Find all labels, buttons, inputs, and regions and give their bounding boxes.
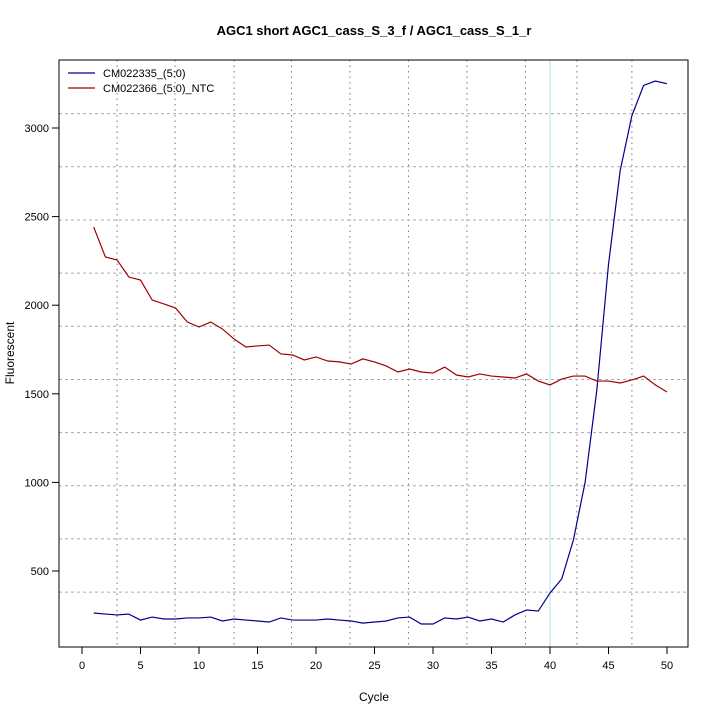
- x-tick-label: 25: [368, 660, 380, 672]
- y-tick-label: 1000: [25, 477, 49, 489]
- chart-title: AGC1 short AGC1_cass_S_3_f / AGC1_cass_S…: [217, 23, 532, 38]
- x-axis: 0 5 10 15 20 25 30 35 40 45 50: [79, 647, 673, 672]
- y-axis: 500 1000 1500 2000 2500 3000: [25, 123, 59, 578]
- x-tick-label: 5: [137, 660, 143, 672]
- y-tick-label: 2000: [25, 300, 49, 312]
- x-tick-label: 20: [310, 660, 322, 672]
- y-tick-label: 500: [31, 566, 49, 578]
- x-tick-label: 10: [193, 660, 205, 672]
- series-line-0: [93, 80, 668, 625]
- x-tick-label: 50: [661, 660, 673, 672]
- grid: [59, 60, 688, 647]
- x-tick-label: 15: [251, 660, 263, 672]
- legend-label: CM022335_(5:0): [103, 68, 186, 80]
- plot-box: [58, 59, 689, 648]
- x-tick-label: 30: [427, 660, 439, 672]
- legend-label: CM022366_(5:0)_NTC: [103, 83, 214, 95]
- series-lines: [93, 80, 668, 625]
- x-tick-label: 45: [602, 660, 614, 672]
- y-tick-label: 2500: [25, 212, 49, 224]
- series-line-1: [93, 226, 668, 393]
- x-tick-label: 40: [544, 660, 556, 672]
- legend: CM022335_(5:0) CM022366_(5:0)_NTC: [68, 68, 214, 95]
- y-tick-label: 3000: [25, 123, 49, 135]
- y-tick-label: 1500: [25, 389, 49, 401]
- x-tick-label: 35: [485, 660, 497, 672]
- y-axis-label: Fluorescent: [3, 321, 17, 384]
- x-tick-label: 0: [79, 660, 85, 672]
- x-axis-label: Cycle: [359, 690, 389, 704]
